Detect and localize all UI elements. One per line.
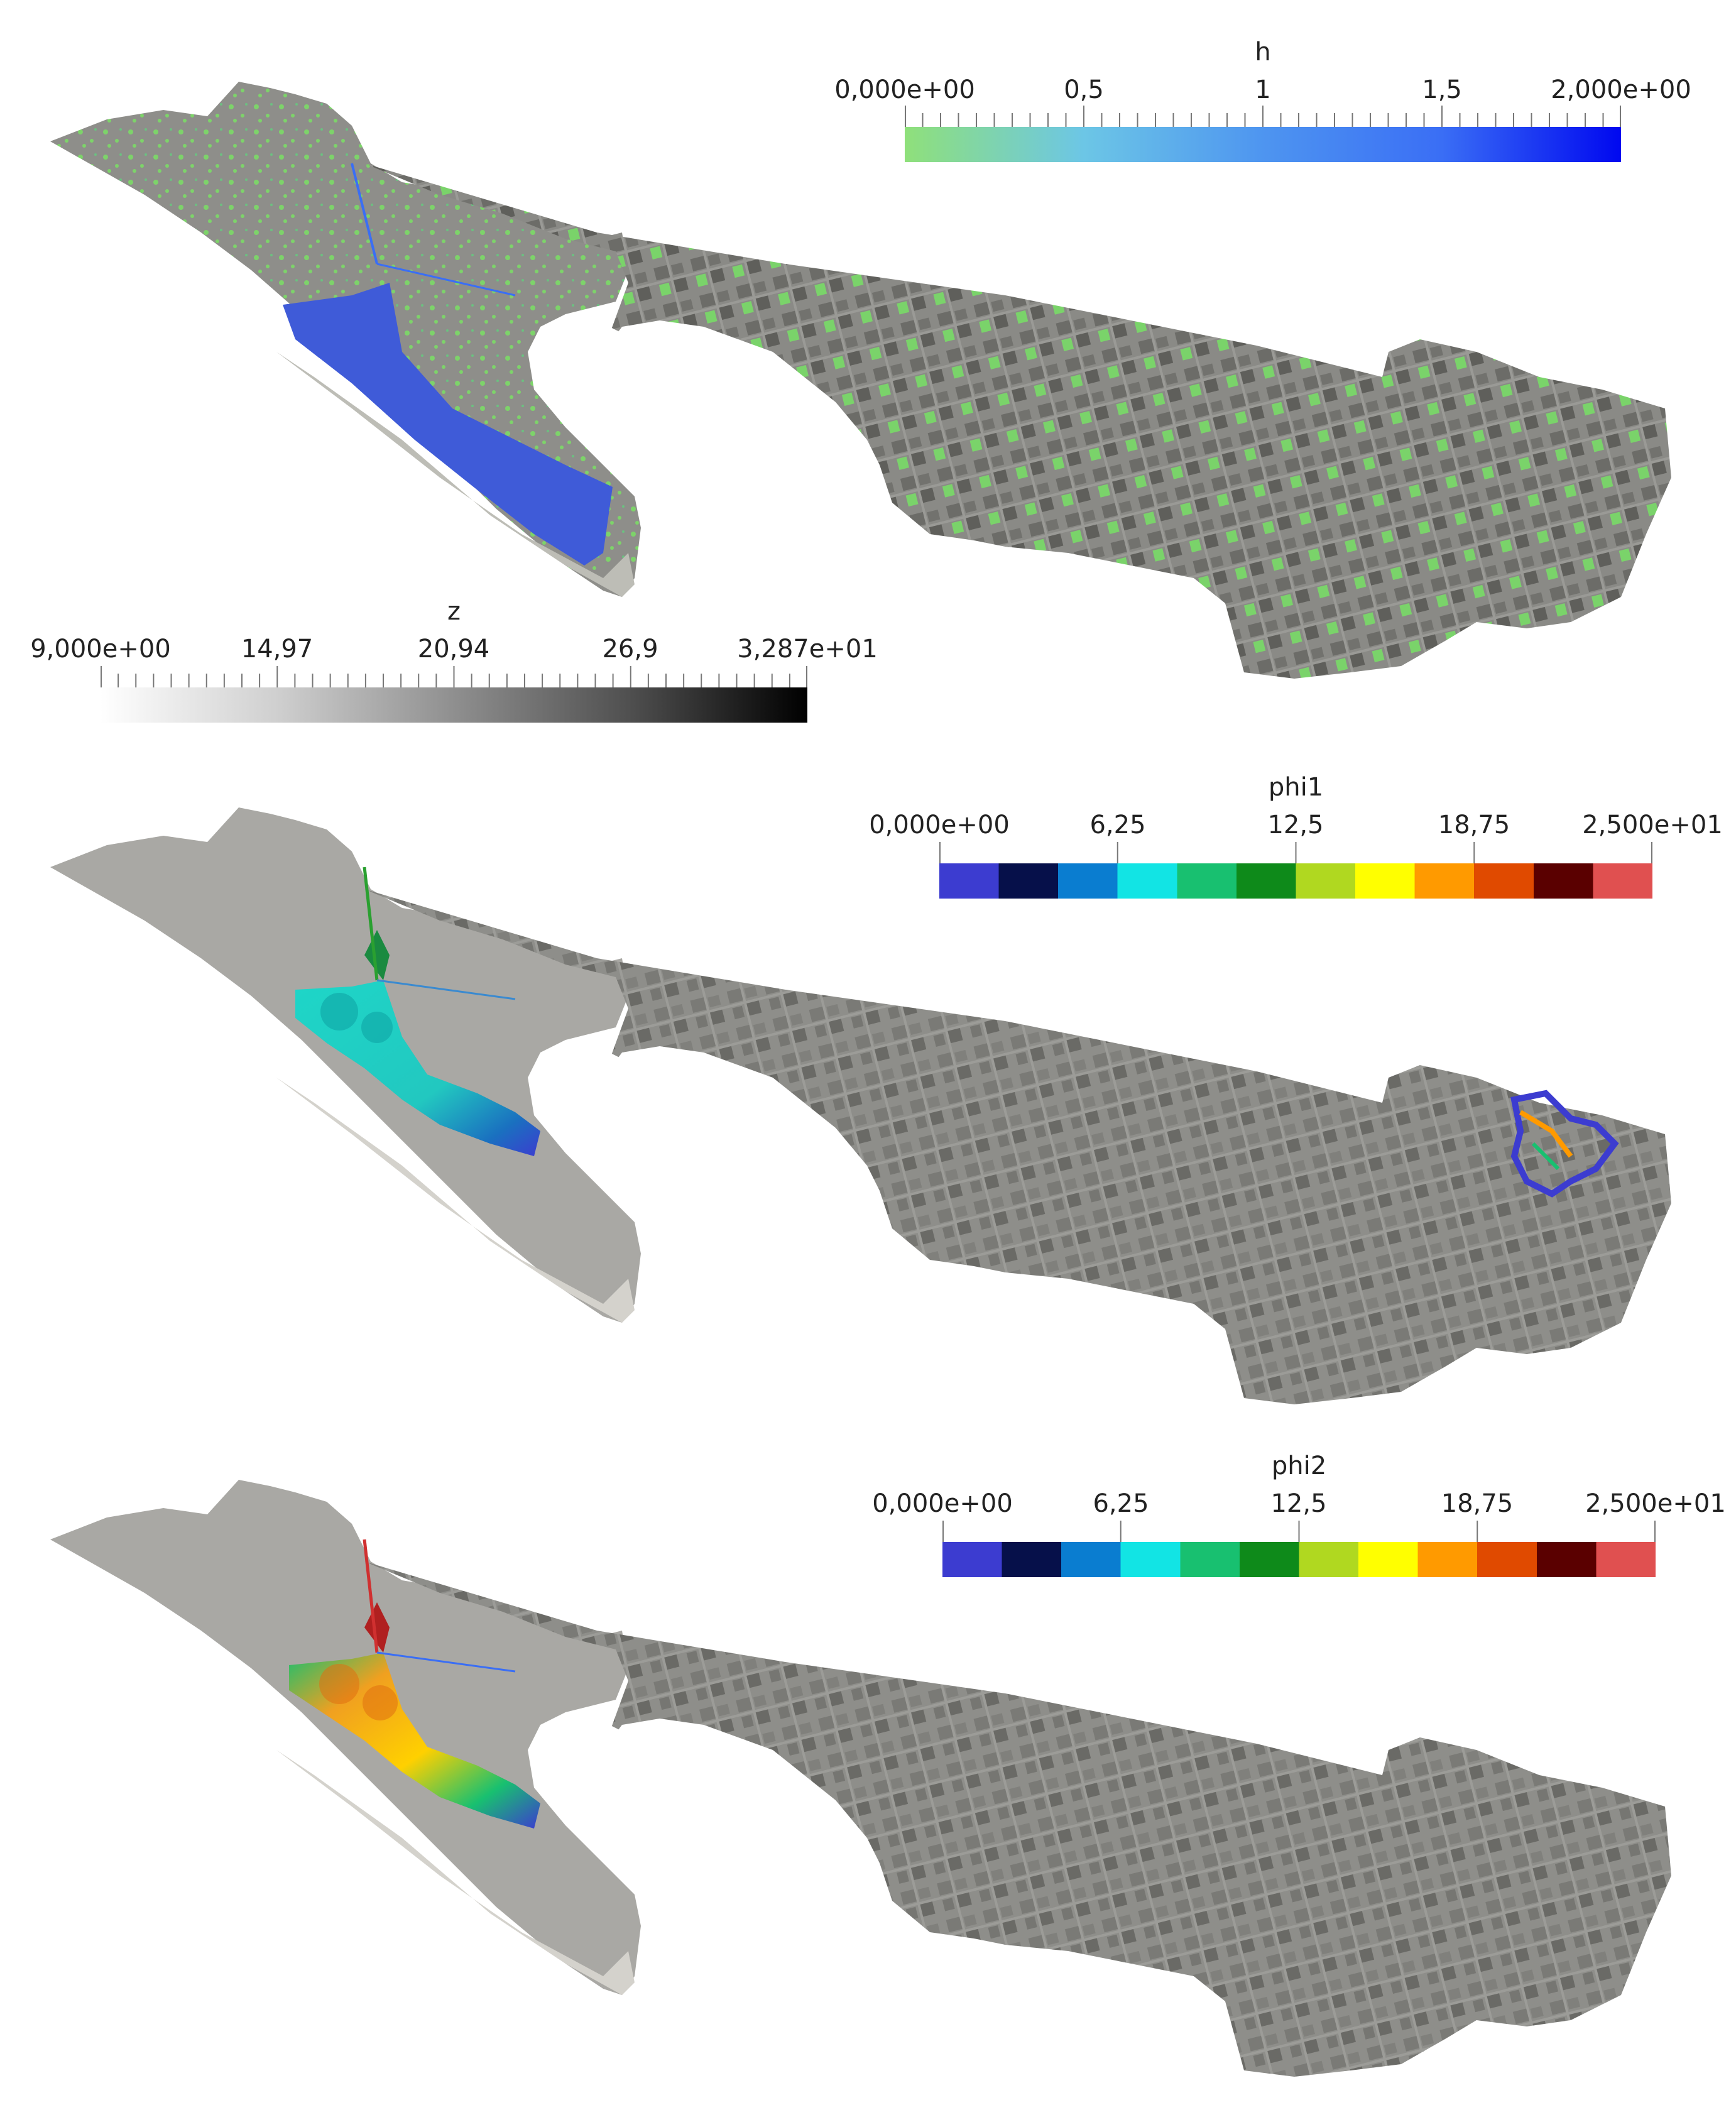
tick-label: 6,25 xyxy=(1093,1489,1149,1518)
east-tracer xyxy=(1510,1090,1619,1198)
colorbar-ticks xyxy=(942,1521,1656,1542)
colorbar-title: phi2 xyxy=(1271,1452,1327,1480)
colorbar-gradient xyxy=(942,1542,1656,1577)
tick-label: 2,000e+00 xyxy=(1551,75,1691,104)
colorbar-ticks xyxy=(939,842,1652,863)
central-terrain xyxy=(364,889,1671,1404)
terrain-map xyxy=(50,1480,1671,2077)
colorbar-title: h xyxy=(1255,38,1271,67)
tick-label: 0,000e+00 xyxy=(834,75,975,104)
beach xyxy=(276,1750,635,1995)
panel-phi1: phi1 0,000e+00 6,25 12,5 18,75 2,500e+01 xyxy=(0,741,1736,1433)
colorbar-title: phi1 xyxy=(1268,773,1324,802)
bay xyxy=(535,1040,660,1162)
bay xyxy=(535,314,660,436)
tick-label: 0,000e+00 xyxy=(869,811,1010,839)
lake xyxy=(283,283,613,566)
tick-label: 0,5 xyxy=(1064,75,1104,104)
colorbar-title: z xyxy=(447,597,461,626)
colorbar-gradient xyxy=(905,127,1621,162)
tick-label: 18,75 xyxy=(1441,1489,1514,1518)
colorbar-phi2: phi2 0,000e+00 6,25 12,5 18,75 2,500e+01 xyxy=(872,1452,1726,1577)
tick-label: 3,287e+01 xyxy=(737,635,878,664)
tick-label: 1,5 xyxy=(1422,75,1462,104)
tick-label: 1 xyxy=(1255,75,1271,104)
tracer-plume xyxy=(295,980,540,1156)
panel-depth: h 0,000e+00 0,5 1 1,5 2,000e+00 z 9,000e… xyxy=(0,0,1736,723)
tick-label: 14,97 xyxy=(241,635,314,664)
tick-label: 12,5 xyxy=(1267,811,1324,839)
colorbar-z: z 9,000e+00 14,97 20,94 26,9 3,287e+01 xyxy=(30,597,878,723)
terrain-map xyxy=(50,82,1671,679)
tick-label: 2,500e+01 xyxy=(1585,1489,1726,1518)
central-terrain xyxy=(364,1561,1671,2077)
tick-label: 6,25 xyxy=(1089,811,1146,839)
colorbar-ticks xyxy=(101,666,807,687)
colorbar-gradient xyxy=(939,863,1652,899)
terrain-map xyxy=(50,807,1671,1404)
tick-label: 18,75 xyxy=(1438,811,1510,839)
tick-label: 2,500e+01 xyxy=(1582,811,1723,839)
beach xyxy=(276,1078,635,1323)
tick-label: 26,9 xyxy=(602,635,658,664)
bay xyxy=(535,1712,660,1834)
colorbar-phi1: phi1 0,000e+00 6,25 12,5 18,75 2,500e+01 xyxy=(869,773,1723,899)
colorbar-h: h 0,000e+00 0,5 1 1,5 2,000e+00 xyxy=(834,38,1691,163)
colorbar-ticks xyxy=(905,106,1621,127)
central-terrain xyxy=(364,163,1671,679)
colorbar-gradient xyxy=(101,687,807,723)
beach xyxy=(276,352,635,597)
panel-phi2: phi2 0,000e+00 6,25 12,5 18,75 2,500e+01 xyxy=(0,1414,1736,2105)
tick-label: 12,5 xyxy=(1270,1489,1327,1518)
tick-label: 9,000e+00 xyxy=(30,635,171,664)
tick-label: 0,000e+00 xyxy=(872,1489,1013,1518)
tick-label: 20,94 xyxy=(417,635,490,664)
